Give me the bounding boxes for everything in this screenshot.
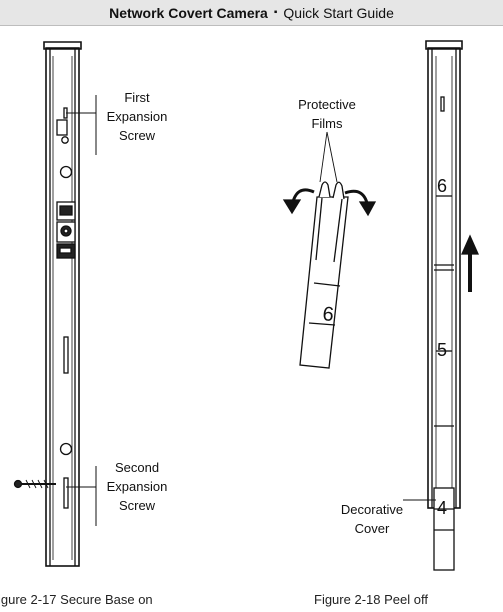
slide-up-arrow-icon xyxy=(460,234,480,255)
callout-films-line1: Protective xyxy=(298,97,356,112)
callout-first-line3: Screw xyxy=(118,128,156,143)
cover-number-6: 6 xyxy=(437,176,447,196)
film-number-6: 6 xyxy=(321,303,334,326)
cover-number-4: 4 xyxy=(437,498,447,518)
figure-caption-left: igure 2-17 Secure Base on xyxy=(0,592,153,607)
cover-number-5: 5 xyxy=(437,340,447,360)
callout-decorative-cover: Decorative Cover xyxy=(332,500,412,538)
figure-caption-right: Figure 2-18 Peel off xyxy=(314,592,428,607)
callout-cover-line1: Decorative xyxy=(340,502,404,517)
figure-illustrations: 6 6 5 4 xyxy=(13,40,480,571)
callout-films-line2: Films xyxy=(311,116,343,131)
camera-base-left xyxy=(13,41,82,567)
header-separator: ▪ xyxy=(273,7,278,18)
page-header: Network Covert Camera ▪ Quick Start Guid… xyxy=(0,0,503,26)
callout-protective-films: Protective Films xyxy=(282,95,372,133)
header-product-title: Network Covert Camera xyxy=(109,4,268,21)
callout-first-line1: First xyxy=(124,90,150,105)
callout-second-line1: Second xyxy=(114,460,160,475)
protective-films-strip xyxy=(299,131,349,369)
header-guide-title: Quick Start Guide xyxy=(283,4,394,21)
callout-second-line2: Expansion xyxy=(106,479,168,494)
callout-first-line2: Expansion xyxy=(106,109,168,124)
callout-second-expansion-screw: Second Expansion Screw xyxy=(92,458,182,515)
camera-base-right xyxy=(425,40,463,571)
callout-second-line3: Screw xyxy=(118,498,156,513)
callout-first-expansion-screw: First Expansion Screw xyxy=(92,88,182,145)
callout-cover-line2: Cover xyxy=(354,521,390,536)
